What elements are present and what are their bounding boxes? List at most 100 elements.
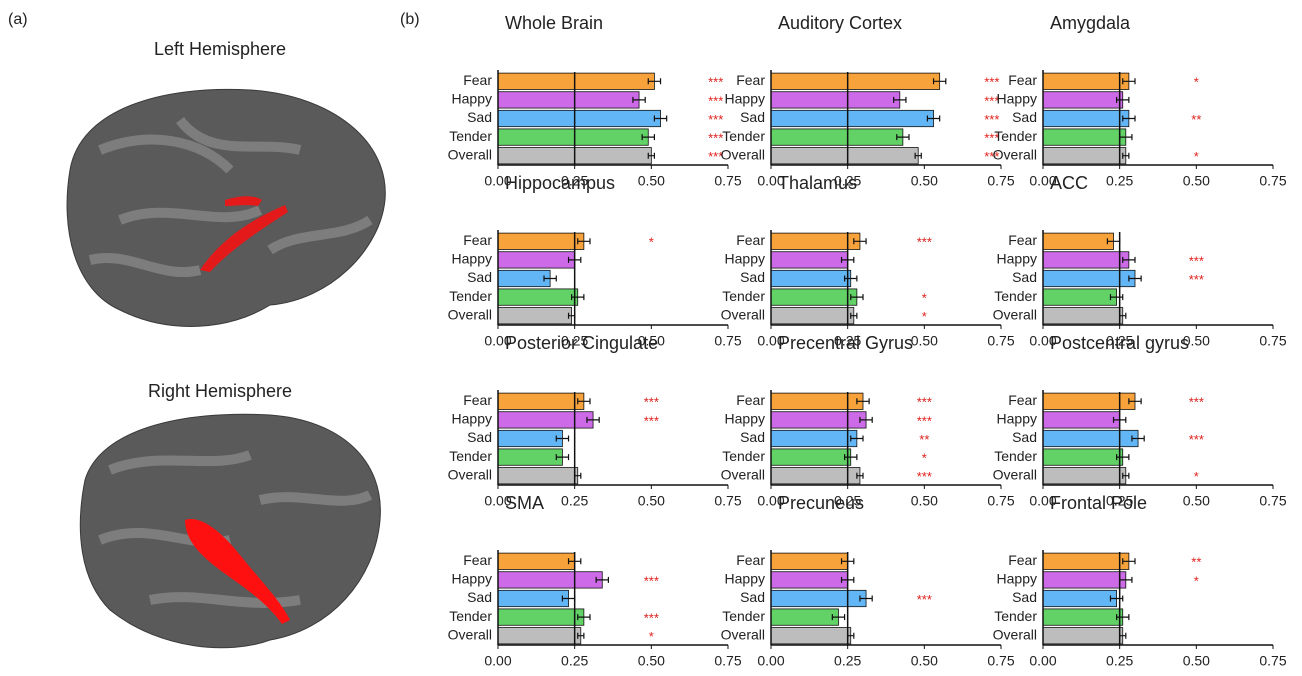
bar (497, 627, 582, 645)
x-tick-label: 0.75 (714, 333, 741, 349)
category-label: Overall (993, 626, 1037, 642)
panel-title: Hippocampus (505, 173, 615, 193)
significance: *** (708, 75, 723, 90)
x-tick-label: 0.50 (638, 493, 665, 509)
category-label: Overall (448, 306, 492, 322)
x-tick-label: 0.00 (757, 493, 784, 509)
significance: * (1194, 149, 1199, 164)
error-bar (1122, 152, 1130, 159)
bar (770, 448, 852, 466)
significance: ** (1191, 555, 1201, 570)
bar (497, 608, 585, 626)
category-label: Tender (722, 608, 765, 624)
x-tick-label: 0.75 (714, 653, 741, 669)
category-label: Sad (1012, 269, 1037, 285)
error-bar (641, 134, 655, 141)
bar (497, 251, 576, 269)
x-tick-label: 0.50 (911, 333, 938, 349)
bar (497, 72, 655, 90)
bar (497, 91, 640, 109)
error-bar (896, 134, 910, 141)
panel-title: ACC (1050, 173, 1088, 193)
significance: *** (1189, 253, 1204, 268)
bar (770, 467, 861, 485)
bar (770, 429, 858, 448)
panel-title: Precuneus (778, 493, 864, 513)
x-tick-label: 0.00 (757, 333, 784, 349)
bar (1042, 608, 1124, 626)
category-label: Tender (994, 448, 1037, 464)
bar (770, 72, 941, 90)
category-label: Sad (740, 269, 765, 285)
bar (1042, 589, 1117, 608)
bar (1042, 72, 1130, 90)
bar (770, 608, 839, 626)
significance: *** (1189, 432, 1204, 447)
significance: *** (984, 75, 999, 90)
brain-surface (79, 413, 381, 649)
error-bar (1109, 294, 1124, 301)
significance: *** (984, 131, 999, 146)
panel-title: Thalamus (778, 173, 857, 193)
error-bar (1122, 558, 1136, 565)
bar (770, 128, 904, 146)
error-bar (586, 416, 600, 423)
error-bar (653, 115, 668, 122)
panel-label: (b) (400, 11, 420, 28)
bar (1042, 448, 1124, 466)
category-label: Happy (997, 251, 1037, 267)
significance: *** (984, 93, 999, 108)
category-label: Fear (463, 552, 492, 568)
category-label: Overall (448, 146, 492, 162)
bar (497, 392, 585, 410)
category-label: Fear (1008, 232, 1037, 248)
x-tick-label: 0.75 (987, 333, 1014, 349)
significance: *** (917, 469, 932, 484)
category-label: Overall (721, 306, 765, 322)
x-tick-label: 0.75 (1259, 333, 1286, 349)
bar (497, 467, 579, 485)
panel-title: Amygdala (1050, 13, 1131, 33)
significance: *** (708, 93, 723, 108)
bar (1042, 411, 1121, 429)
bar (770, 288, 858, 306)
x-tick-label: 0.25 (834, 333, 861, 349)
significance: *** (708, 149, 723, 164)
significance: *** (917, 592, 932, 607)
category-label: Happy (452, 571, 492, 587)
error-bar (647, 78, 662, 85)
category-label: Sad (740, 589, 765, 605)
category-label: Sad (467, 269, 492, 285)
x-tick-label: 0.25 (834, 653, 861, 669)
bar (497, 552, 576, 570)
error-bar (926, 115, 941, 122)
error-bar (850, 294, 864, 301)
bar (770, 269, 852, 288)
activation (185, 519, 290, 624)
category-label: Sad (1012, 589, 1037, 605)
error-bar (831, 614, 846, 621)
panel-title: Postcentral gyrus (1050, 333, 1189, 353)
error-bar (856, 472, 864, 479)
bar (770, 627, 852, 645)
x-tick-label: 0.00 (484, 653, 511, 669)
category-label: Overall (993, 146, 1037, 162)
x-tick-label: 0.25 (1106, 653, 1133, 669)
x-tick-label: 0.00 (1029, 493, 1056, 509)
x-tick-label: 0.75 (987, 493, 1014, 509)
significance: *** (644, 573, 659, 588)
category-label: Fear (736, 552, 765, 568)
category-label: Sad (467, 429, 492, 445)
x-tick-label: 0.75 (714, 173, 741, 189)
x-tick-label: 0.50 (911, 653, 938, 669)
category-label: Happy (725, 571, 765, 587)
error-bar (1128, 275, 1142, 282)
significance: * (649, 629, 654, 644)
significance: * (922, 309, 927, 324)
x-tick-label: 0.25 (834, 493, 861, 509)
category-label: Overall (448, 466, 492, 482)
category-label: Fear (1008, 392, 1037, 408)
x-tick-label: 0.00 (484, 173, 511, 189)
bar (1042, 429, 1139, 448)
